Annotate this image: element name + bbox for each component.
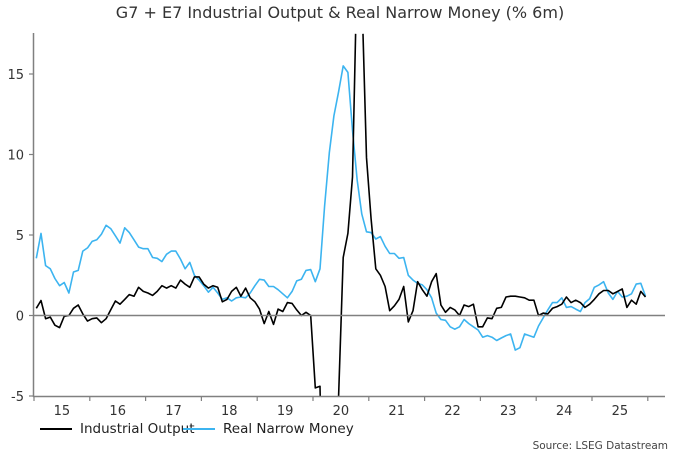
x-tick-label: 16: [109, 404, 126, 419]
x-tick-label: 20: [333, 404, 350, 419]
legend-item-industrial-output: Industrial Output: [40, 421, 195, 437]
y-tick-label: -5: [11, 390, 24, 405]
x-tick-label: 15: [54, 404, 71, 419]
chart-title: G7 + E7 Industrial Output & Real Narrow …: [115, 3, 565, 22]
y-tick-label: 5: [16, 229, 24, 244]
x-tick-label: 17: [165, 404, 182, 419]
x-tick-label: 23: [500, 404, 517, 419]
legend-swatch-blue: [183, 428, 215, 430]
x-tick-label: 24: [556, 404, 573, 419]
series-line-industrial-output: [35, 33, 647, 397]
legend-label: Real Narrow Money: [223, 421, 354, 437]
x-tick-label: 25: [612, 404, 629, 419]
x-tick-label: 22: [444, 404, 461, 419]
x-tick-label: 19: [277, 404, 294, 419]
x-tick-label: 18: [221, 404, 238, 419]
y-tick-label: 0: [16, 310, 24, 325]
y-tick-label: 15: [7, 68, 24, 83]
legend-label: Industrial Output: [80, 421, 195, 437]
x-tick-label: 21: [388, 404, 405, 419]
series-line-real-narrow-money: [35, 65, 647, 351]
y-tick-label: 10: [7, 149, 24, 164]
source-note: Source: LSEG Datastream: [532, 440, 668, 452]
legend-item-real-narrow-money: Real Narrow Money: [183, 421, 354, 437]
legend-swatch-black: [40, 428, 72, 430]
